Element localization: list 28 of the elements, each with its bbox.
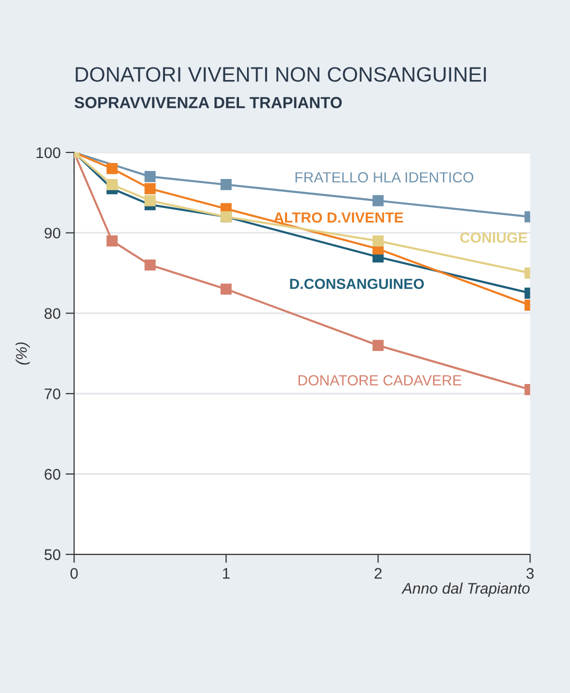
x-tick-label: 1	[223, 568, 230, 579]
point	[106, 179, 118, 190]
x-tick-label: 2	[374, 568, 382, 579]
point	[220, 284, 232, 295]
x-tick-label: 3	[526, 568, 534, 579]
y-tick-label: 60	[44, 468, 60, 480]
point	[106, 235, 118, 246]
series-label: DONATORE CADAVERE	[298, 375, 462, 386]
point	[144, 259, 156, 271]
series-label: D.CONSANGUINEO	[290, 278, 424, 290]
point	[220, 179, 232, 190]
chart-title: DONATORI VIVENTI NON CONSANGUINEI	[76, 67, 486, 82]
series-label: ALTRO D.VIVENTE	[274, 212, 404, 223]
y-tick-label: 70	[44, 388, 60, 400]
x-axis-title: Anno dal Trapianto	[401, 582, 530, 597]
x-tick-label: 0	[70, 568, 78, 579]
y-tick-label: 50	[44, 549, 60, 560]
y-tick-label: 80	[44, 308, 60, 319]
point	[144, 183, 156, 194]
y-tick-label: 100	[36, 147, 60, 158]
series-label: FRATELLO HLA IDENTICO	[296, 172, 474, 182]
series-label: CONIUGE	[460, 232, 528, 243]
point	[144, 195, 156, 206]
y-axis-title: (%)	[16, 342, 30, 365]
point	[106, 162, 118, 174]
point	[144, 171, 156, 182]
chart-subtitle: SOPRAVVIVENZA DEL TRAPIANTO	[74, 96, 342, 108]
y-tick-label: 90	[44, 228, 60, 239]
